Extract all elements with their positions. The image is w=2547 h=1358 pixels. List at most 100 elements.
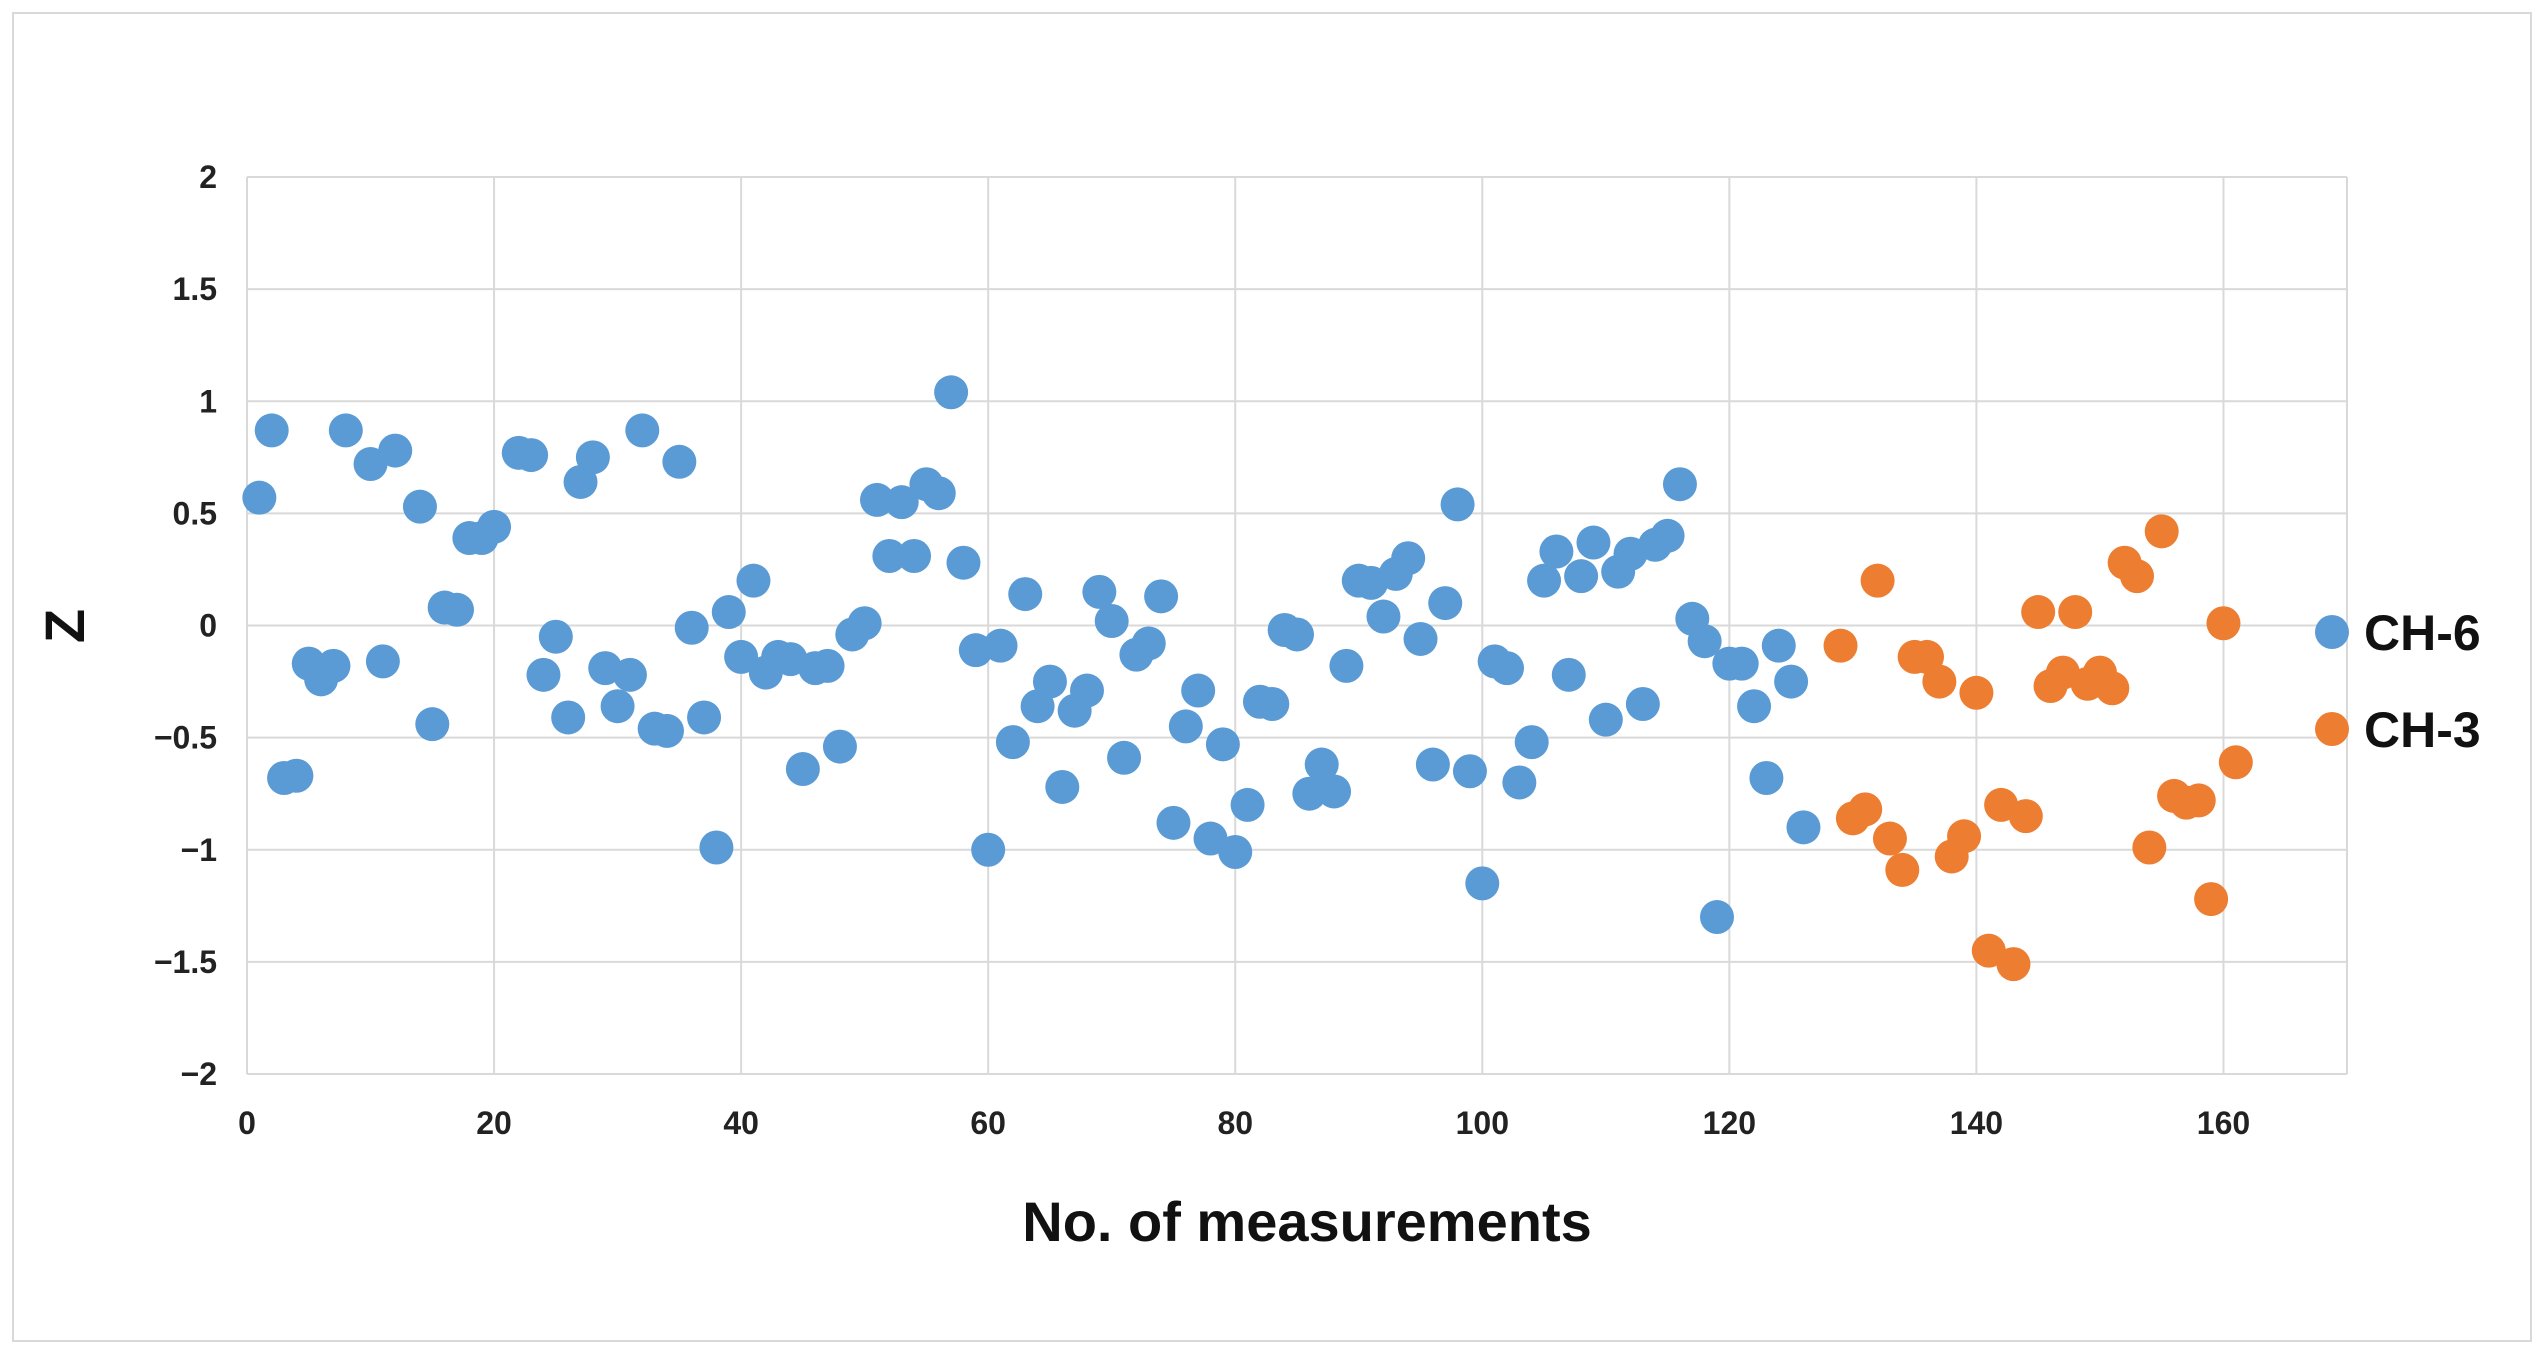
data-point [1329, 648, 1364, 683]
y-tick-label: 0 [199, 608, 217, 644]
legend-item-ch-3: CH-3 [2315, 702, 2481, 758]
data-point [1280, 617, 1314, 652]
data-point [1403, 621, 1438, 656]
data-point [1588, 702, 1623, 737]
data-point [575, 440, 610, 475]
scatter-chart: 0 20 40 60 80 100 120 140 160 −2 −1.5 −1 −0.5 0 0.5 1 1… [33, 159, 2481, 1253]
data-point [995, 725, 1030, 760]
data-point [1168, 709, 1203, 744]
data-point [1947, 819, 1982, 854]
data-point [1465, 866, 1500, 901]
y-tick-label: 1 [199, 383, 217, 419]
data-point [477, 509, 512, 544]
x-tick-label: 60 [970, 1105, 1006, 1141]
data-point [2206, 606, 2241, 641]
y-tick-label: −2 [181, 1056, 217, 1092]
data-point [1662, 467, 1697, 502]
data-point [650, 713, 684, 748]
data-point [1687, 624, 1722, 659]
y-axis-title: Z [33, 609, 96, 643]
data-point [1070, 673, 1104, 708]
data-point [1650, 518, 1685, 553]
data-point [538, 619, 573, 654]
data-point [526, 657, 561, 692]
data-point [1885, 852, 1920, 887]
data-point [242, 480, 277, 515]
y-tick-label: 0.5 [173, 495, 217, 531]
data-point [1539, 534, 1574, 569]
data-point [711, 595, 746, 630]
data-point [1094, 604, 1129, 639]
data-point [440, 592, 474, 627]
y-tick-label: −1.5 [154, 944, 217, 980]
data-points [242, 375, 2253, 982]
data-point [674, 610, 709, 645]
legend-label: CH-6 [2364, 605, 2481, 661]
data-point [1181, 673, 1216, 708]
data-point [1576, 525, 1611, 560]
y-tick-label: 2 [199, 159, 217, 195]
series-ch-6 [242, 375, 1821, 935]
data-point [514, 438, 549, 473]
data-point [810, 648, 845, 683]
x-tick-label: 100 [1456, 1105, 1509, 1141]
data-point [365, 644, 400, 679]
data-point [785, 752, 820, 787]
data-point [1872, 821, 1907, 856]
data-point [971, 832, 1006, 867]
data-point [1440, 487, 1475, 522]
data-point [1292, 776, 1327, 811]
data-point [1774, 664, 1809, 699]
data-point [1415, 747, 1450, 782]
data-point [2021, 595, 2056, 630]
data-point [1502, 765, 1537, 800]
data-point [687, 700, 722, 735]
data-point [1082, 574, 1117, 609]
data-point [1922, 664, 1957, 699]
data-point [1860, 563, 1895, 598]
y-tick-label: −0.5 [154, 720, 217, 756]
data-point [1032, 664, 1067, 699]
data-point [1304, 747, 1339, 782]
data-point [378, 433, 413, 468]
data-point [1391, 541, 1426, 576]
data-point [860, 482, 894, 517]
data-point [1428, 586, 1463, 621]
data-point [1317, 774, 1352, 809]
data-point [551, 700, 586, 735]
data-point [1564, 559, 1599, 594]
data-point [2144, 514, 2179, 549]
data-point [1144, 579, 1179, 614]
data-point [1230, 787, 1265, 822]
data-point [328, 413, 363, 448]
legend-marker [2315, 615, 2349, 649]
data-point [1724, 646, 1759, 681]
data-point [847, 606, 882, 641]
y-tick-label: 1.5 [173, 271, 217, 307]
x-tick-label: 80 [1217, 1105, 1253, 1141]
data-point [2008, 799, 2043, 834]
legend-label: CH-3 [2364, 702, 2481, 758]
data-point [1490, 651, 1524, 686]
x-tick-label: 140 [1950, 1105, 2003, 1141]
legend-marker [2315, 712, 2349, 746]
data-point [1045, 769, 1080, 804]
data-point [872, 538, 907, 573]
data-point [1107, 740, 1142, 775]
data-point [1551, 657, 1586, 692]
x-axis-title: No. of measurements [1022, 1190, 1592, 1253]
data-point [822, 729, 857, 764]
data-point [1848, 792, 1883, 827]
data-point [897, 538, 932, 573]
data-point [1255, 686, 1290, 721]
data-point [1749, 760, 1784, 795]
x-tick-label: 40 [723, 1105, 759, 1141]
data-point [1514, 725, 1549, 760]
data-point [1996, 947, 2031, 982]
data-point [1700, 900, 1734, 935]
x-tick-label: 160 [2197, 1105, 2250, 1141]
data-point [316, 648, 351, 683]
data-point [724, 639, 759, 674]
data-point [934, 375, 969, 410]
data-point [699, 830, 734, 865]
